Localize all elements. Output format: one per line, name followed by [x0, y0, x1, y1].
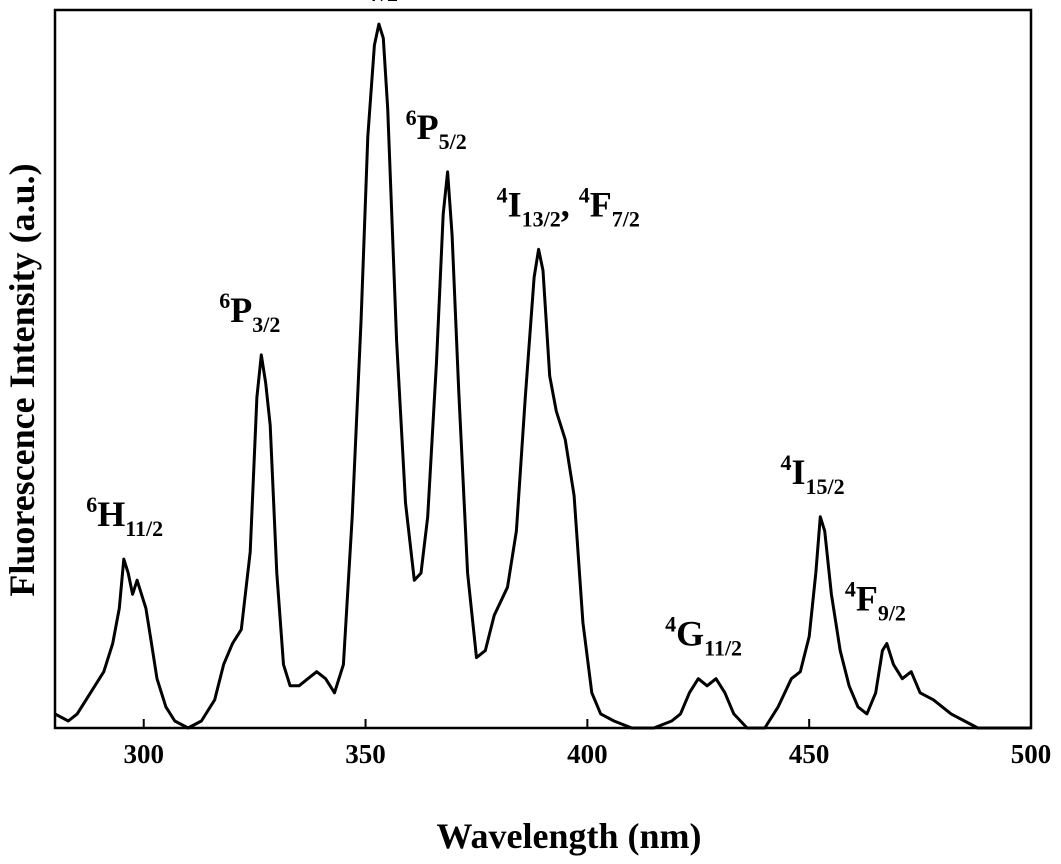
peak-label: 6H11/2	[86, 492, 163, 541]
peak-label: 6P5/2	[406, 105, 467, 154]
x-tick-label: 400	[567, 739, 608, 769]
peak-label: 4G11/2	[665, 612, 742, 661]
x-axis-title: Wavelength (nm)	[437, 816, 702, 856]
x-tick-label: 300	[123, 739, 164, 769]
x-tick-label: 350	[345, 739, 386, 769]
peak-label: 4I15/2	[780, 450, 844, 499]
plot-frame	[53, 8, 1033, 730]
y-axis-title: Fluorescence Intensity (a.u.)	[2, 163, 42, 596]
x-axis-ticks: 300 350 400 450 500	[123, 719, 1051, 769]
peak-label: 6P3/2	[219, 288, 280, 337]
peak-label: 6P7/2	[337, 0, 398, 6]
peak-labels: 6H11/2 6P3/2 6P7/2 6P5/2 4I13/2, 4F7/2 4G11/2…	[86, 0, 906, 661]
x-tick-label: 450	[789, 739, 830, 769]
peak-label: 4I13/2, 4F7/2	[497, 182, 640, 231]
x-tick-label: 500	[1011, 739, 1052, 769]
peak-label: 4F9/2	[845, 577, 906, 626]
